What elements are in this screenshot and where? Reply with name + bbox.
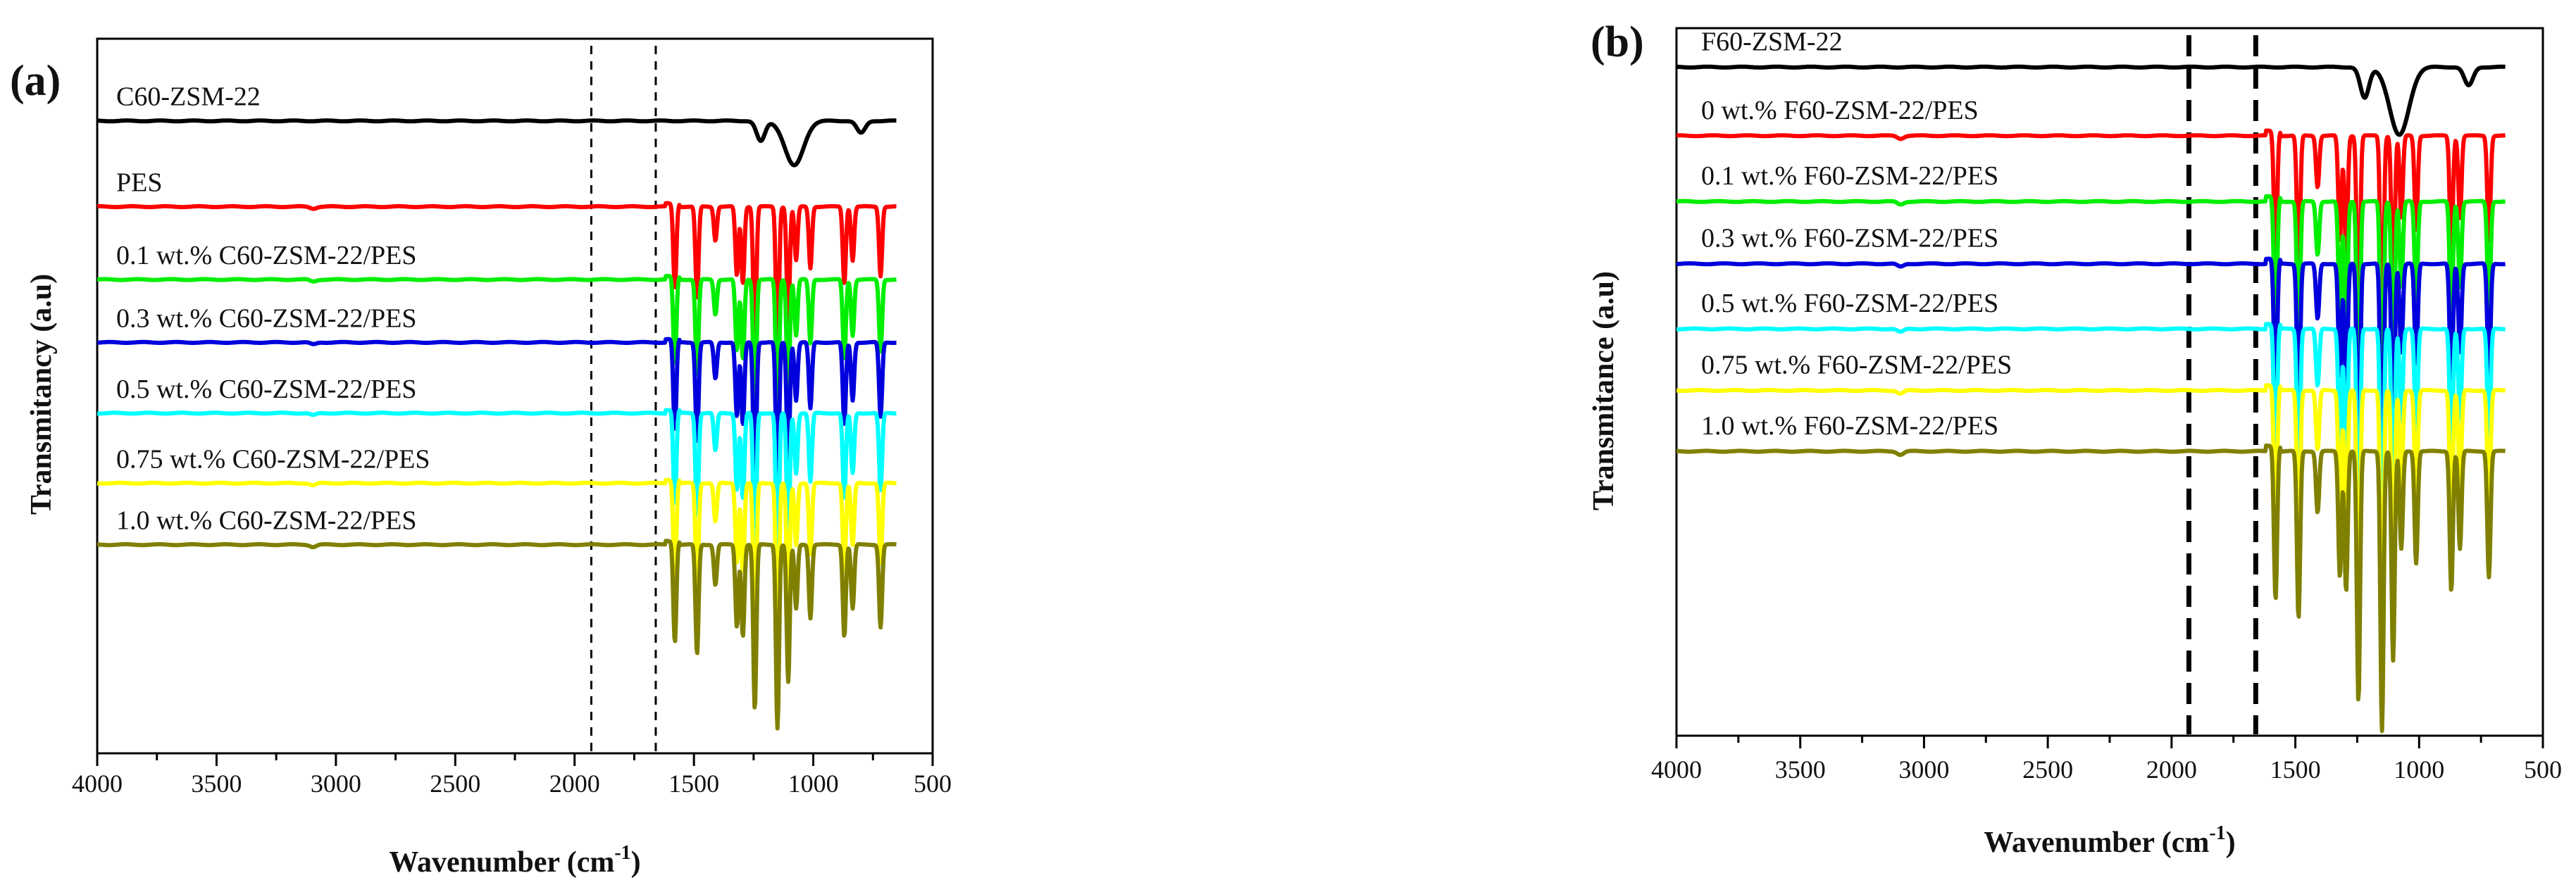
x-tick-label: 3500	[1775, 755, 1826, 784]
x-tick-label: 3000	[311, 769, 361, 798]
series-label: F60-ZSM-22	[1701, 27, 1843, 56]
panel-a-x-axis-label: Wavenumber (cm-1)	[389, 842, 640, 879]
x-tick-label: 2500	[430, 769, 480, 798]
panel-b-x-axis-label-main: Wavenumber (cm	[1984, 827, 2209, 859]
series-label: 0.3 wt.% F60-ZSM-22/PES	[1701, 224, 1998, 253]
series-line	[96, 201, 898, 363]
series-label: PES	[116, 168, 162, 198]
panel-b: (b) F60-ZSM-22 0 wt.% F60-ZSM-22/PES 0.1 w…	[1588, 18, 2562, 859]
panel-b-dashed-lines	[2186, 35, 2258, 734]
series-label: 0.1 wt.% C60-ZSM-22/PES	[116, 241, 416, 270]
x-tick-label: 2000	[549, 769, 600, 798]
panel-b-x-axis-label-end: )	[2226, 827, 2236, 859]
series-line	[1675, 194, 2507, 447]
panel-a-label: (a)	[10, 57, 61, 105]
panel-a-x-ticks: 4000 3500 3000 2500 2000 1500 1000 500	[72, 753, 952, 798]
x-tick-label: 4000	[1651, 755, 1702, 784]
x-tick-label: 3000	[1898, 755, 1949, 784]
series-label: 0.75 wt.% F60-ZSM-22/PES	[1701, 351, 2012, 380]
series-line	[1675, 64, 2507, 137]
series-line	[1675, 383, 2507, 663]
series-label: 0.5 wt.% C60-ZSM-22/PES	[116, 375, 416, 404]
series-line	[1675, 443, 2507, 734]
x-tick-label: 1500	[668, 769, 719, 798]
series-label: 0.3 wt.% C60-ZSM-22/PES	[116, 303, 416, 333]
panel-b-x-axis-label: Wavenumber (cm-1)	[1984, 822, 2235, 859]
x-tick-label: 4000	[72, 769, 123, 798]
series-label: C60-ZSM-22	[116, 82, 261, 112]
x-tick-label: 500	[914, 769, 952, 798]
series-label: 0.5 wt.% F60-ZSM-22/PES	[1701, 289, 1998, 318]
series-line	[96, 274, 898, 441]
series-line	[96, 477, 898, 663]
series-line	[1675, 128, 2507, 372]
panel-a-x-axis-label-main: Wavenumber (cm	[389, 846, 614, 879]
panel-a: (a) C60-ZSM-22 PES 0.1 wt.% C60-ZSM-22/PES…	[10, 37, 952, 879]
x-tick-label: 3500	[191, 769, 242, 798]
series-line	[96, 118, 898, 168]
panel-b-x-axis-label-superscript: -1	[2209, 822, 2225, 844]
panel-a-series-group: C60-ZSM-22 PES 0.1 wt.% C60-ZSM-22/PES 0.3 …	[96, 82, 898, 731]
panel-b-series-group: F60-ZSM-22 0 wt.% F60-ZSM-22/PES 0.1 wt.% …	[1675, 27, 2507, 734]
series-label: 0.75 wt.% C60-ZSM-22/PES	[116, 444, 430, 474]
panel-a-x-axis-label-end: )	[631, 846, 641, 879]
series-line	[1675, 256, 2507, 518]
x-tick-label: 2500	[2022, 755, 2073, 784]
series-line	[96, 408, 898, 586]
panel-a-y-axis-label: Transmitancy (a.u)	[25, 274, 58, 515]
panel-b-x-ticks: 4000 3500 3000 2500 2000 1500 1000 500	[1651, 736, 2562, 784]
panel-b-y-axis-label: Transmitance (a.u)	[1588, 271, 1620, 510]
x-tick-label: 1000	[788, 769, 839, 798]
panel-a-dashed-lines	[590, 46, 657, 752]
series-label: 1.0 wt.% C60-ZSM-22/PES	[116, 506, 416, 536]
x-tick-label: 1500	[2270, 755, 2321, 784]
x-tick-label: 1000	[2394, 755, 2444, 784]
x-tick-label: 2000	[2146, 755, 2197, 784]
series-line	[96, 539, 898, 731]
x-tick-label: 500	[2524, 755, 2562, 784]
series-label: 0.1 wt.% F60-ZSM-22/PES	[1701, 161, 1998, 191]
panel-a-x-axis-label-superscript: -1	[614, 842, 630, 864]
series-label: 1.0 wt.% F60-ZSM-22/PES	[1701, 411, 1998, 441]
panel-b-label: (b)	[1591, 18, 1644, 66]
series-line	[1675, 322, 2507, 592]
series-label: 0 wt.% F60-ZSM-22/PES	[1701, 96, 1979, 125]
series-line	[96, 337, 898, 510]
